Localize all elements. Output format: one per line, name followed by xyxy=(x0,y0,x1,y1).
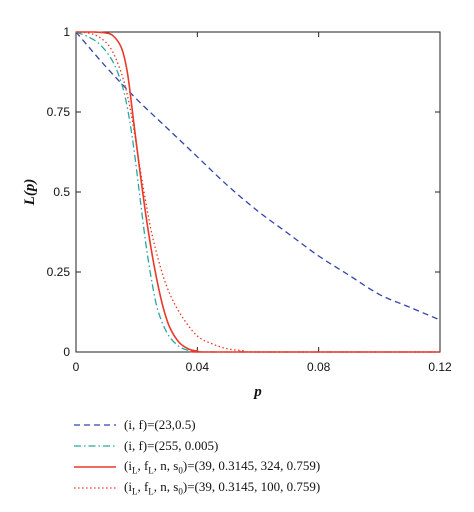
legend-label: (iL, fL, n, s0)=(39, 0.3145, 100, 0.759) xyxy=(124,478,321,497)
x-tick-label: 0 xyxy=(73,360,80,374)
legend-item: (iL, fL, n, s0)=(39, 0.3145, 324, 0.759) xyxy=(72,456,472,477)
legend: (i, f)=(23,0.5) (i, f)=(255, 0.005) (iL, f… xyxy=(72,414,472,498)
legend-item: (i, f)=(255, 0.005) xyxy=(72,435,472,456)
y-axis-ticks: 0 0.25 0.5 0.75 1 xyxy=(47,25,440,359)
legend-swatch xyxy=(74,486,116,489)
y-tick-label: 0.25 xyxy=(47,265,71,279)
legend-swatch xyxy=(74,465,116,468)
y-tick-label: 0.5 xyxy=(53,185,70,199)
series-line-3 xyxy=(75,31,440,353)
legend-item: (iL, fL, n, s0)=(39, 0.3145, 100, 0.759) xyxy=(72,477,472,498)
legend-swatch xyxy=(74,444,116,447)
series-line-1 xyxy=(75,31,441,321)
x-tick-label: 0.08 xyxy=(307,360,331,374)
y-tick-label: 1 xyxy=(63,25,70,39)
y-tick-label: 0 xyxy=(63,345,70,359)
plot-frame xyxy=(75,31,441,353)
series-line-4 xyxy=(75,31,440,353)
chart: 0 0.25 0.5 0.75 1 0 0.04 0.08 0.12 p L(p) xyxy=(22,25,452,400)
legend-item: (i, f)=(23,0.5) xyxy=(72,414,472,435)
x-axis-label: p xyxy=(252,384,262,400)
legend-swatch xyxy=(74,423,116,426)
series-lines xyxy=(75,31,441,353)
x-tick-label: 0.12 xyxy=(428,360,452,374)
y-tick-label: 0.75 xyxy=(47,105,71,119)
series-line-2 xyxy=(75,31,440,353)
x-tick-label: 0.04 xyxy=(186,360,210,374)
legend-label: (iL, fL, n, s0)=(39, 0.3145, 324, 0.759) xyxy=(124,457,321,476)
legend-label: (i, f)=(23,0.5) xyxy=(124,416,196,432)
legend-label: (i, f)=(255, 0.005) xyxy=(124,437,219,453)
y-axis-label: L(p) xyxy=(22,179,38,207)
